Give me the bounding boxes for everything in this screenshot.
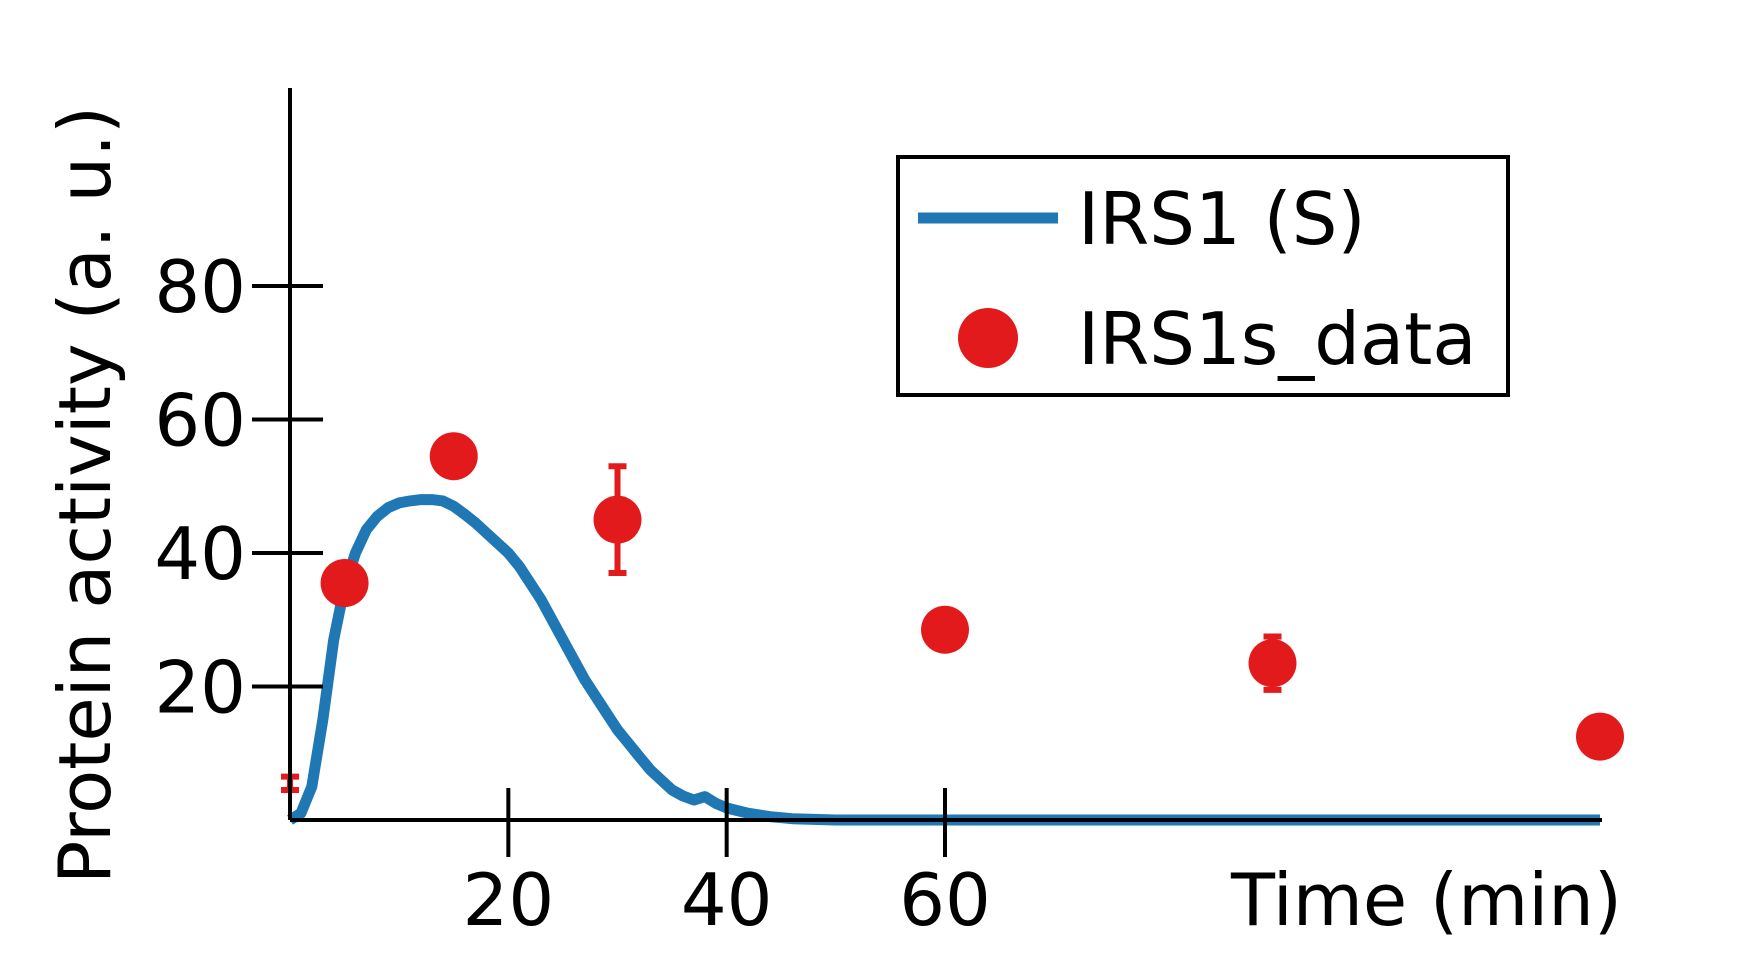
x-tick-label: 20	[463, 858, 555, 942]
scatter-marker	[1248, 639, 1297, 688]
legend-marker-swatch	[958, 308, 1018, 368]
axes-layer: 20 40 60 80 20 40 60 Time (min) Protein activity…	[43, 88, 1622, 942]
y-tick-label: 20	[154, 646, 246, 730]
y-tick-label: 40	[154, 512, 246, 596]
data-point	[429, 432, 478, 481]
y-axis-label: Protein activity (a. u.)	[43, 106, 127, 884]
scatter-marker	[1576, 712, 1624, 761]
legend-box	[896, 155, 1510, 397]
x-tick-label: 40	[681, 858, 773, 942]
series-layer	[281, 432, 1624, 826]
legend: IRS1 (S) IRS1s_data	[896, 155, 1510, 397]
legend-label-irs1-s: IRS1 (S)	[1078, 177, 1366, 261]
y-tick-label: 60	[154, 379, 246, 463]
data-point	[320, 559, 369, 608]
scatter-marker	[593, 495, 642, 544]
scatter-marker	[429, 432, 478, 481]
scatter-marker	[921, 605, 969, 654]
data-point	[593, 463, 642, 577]
x-tick-label: 60	[899, 858, 991, 942]
y-tick-label: 80	[154, 245, 246, 329]
data-point	[1576, 712, 1624, 761]
data-point	[921, 605, 969, 654]
x-axis-label: Time (min)	[1230, 858, 1622, 942]
legend-label-irs1s-data: IRS1s_data	[1078, 297, 1476, 381]
series-line-irs1-s	[287, 494, 1600, 826]
scatter-marker	[320, 559, 369, 608]
data-point	[1248, 633, 1297, 693]
